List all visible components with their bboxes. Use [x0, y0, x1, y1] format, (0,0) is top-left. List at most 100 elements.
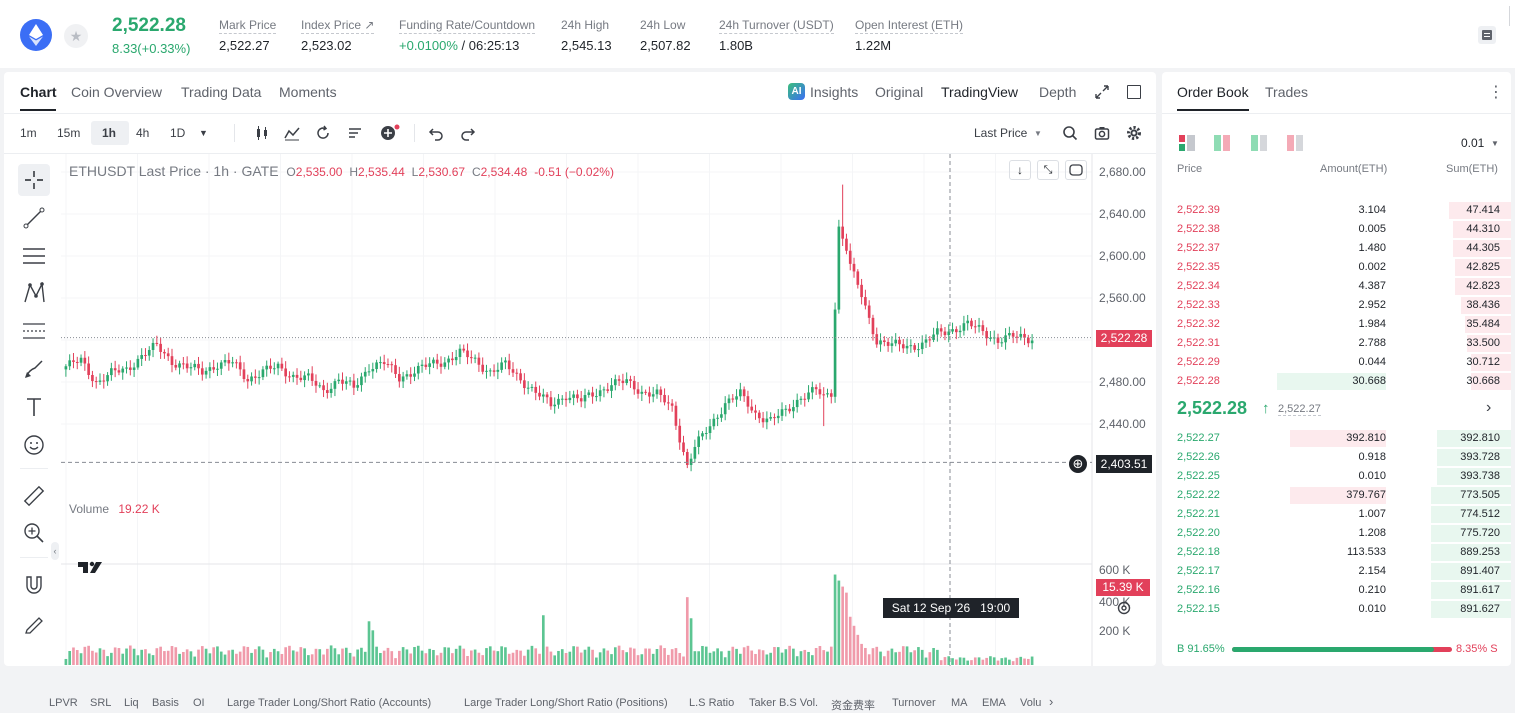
- indicator-funding-rate[interactable]: 资金费率: [831, 700, 875, 712]
- indicator-taker-vol[interactable]: Taker B.S Vol.: [749, 697, 819, 709]
- bid-row[interactable]: 2,522.20 1.208 775.720: [1162, 524, 1511, 543]
- bid-row[interactable]: 2,522.22 379.767 773.505: [1162, 486, 1511, 505]
- layout-icon[interactable]: [1127, 85, 1141, 99]
- precision-select[interactable]: 0.01: [1461, 136, 1485, 150]
- bid-row[interactable]: 2,522.26 0.918 393.728: [1162, 448, 1511, 467]
- pattern-tool-icon[interactable]: [18, 277, 50, 309]
- bid-row[interactable]: 2,522.25 0.010 393.738: [1162, 467, 1511, 486]
- zoom-in-tool-icon[interactable]: [18, 517, 50, 549]
- price-type-select[interactable]: Last Price: [974, 126, 1028, 140]
- indicator-lpvr[interactable]: LPVR: [49, 697, 78, 709]
- ruler-tool-icon[interactable]: [18, 480, 50, 512]
- edit-indicators-icon[interactable]: [22, 688, 36, 702]
- crosshair-add-icon[interactable]: ⊕: [1069, 455, 1087, 473]
- bid-row[interactable]: 2,522.18 113.533 889.253: [1162, 543, 1511, 562]
- collapse-toolbar-icon[interactable]: ‹: [51, 542, 59, 560]
- price-type-dropdown-icon[interactable]: ▼: [1034, 129, 1042, 138]
- ask-row[interactable]: 2,522.33 2.952 38.436: [1162, 296, 1511, 315]
- indicator-liq[interactable]: Liq: [124, 697, 139, 709]
- magnet-tool-icon[interactable]: [18, 569, 50, 601]
- view-original[interactable]: Original: [875, 84, 924, 100]
- view-insights[interactable]: Insights: [810, 84, 859, 100]
- ask-row[interactable]: 2,522.38 0.005 44.310: [1162, 220, 1511, 239]
- ask-row[interactable]: 2,522.28 30.668 30.668: [1162, 372, 1511, 391]
- emoji-tool-icon[interactable]: [18, 429, 50, 461]
- trend-line-tool-icon[interactable]: [18, 202, 50, 234]
- fib-tool-icon[interactable]: [18, 315, 50, 347]
- bid-row[interactable]: 2,522.27 392.810 392.810: [1162, 429, 1511, 448]
- mid-more-chevron-icon[interactable]: ›: [1486, 399, 1492, 416]
- text-tool-icon[interactable]: [18, 391, 50, 423]
- indicator-ma[interactable]: MA: [951, 697, 968, 709]
- mark-price-label[interactable]: Mark Price: [219, 18, 277, 34]
- candle-style-icon[interactable]: [254, 125, 270, 146]
- reset-icon[interactable]: [315, 125, 331, 146]
- refresh-icon[interactable]: [1065, 160, 1087, 180]
- bid-row[interactable]: 2,522.17 2.154 891.407: [1162, 562, 1511, 581]
- undo-icon[interactable]: [428, 125, 444, 146]
- interval-1d[interactable]: 1D: [170, 126, 186, 140]
- precision-dropdown-icon[interactable]: ▼: [1491, 139, 1499, 148]
- indicator-turnover[interactable]: Turnover: [892, 697, 936, 709]
- interval-15m[interactable]: 15m: [57, 126, 81, 140]
- turnover-label[interactable]: 24h Turnover (USDT): [719, 18, 834, 34]
- interval-dropdown-icon[interactable]: ▼: [199, 128, 208, 138]
- mid-mark-price[interactable]: 2,522.27: [1278, 403, 1321, 416]
- interval-1m[interactable]: 1m: [20, 126, 37, 140]
- indicator-basis[interactable]: Basis: [152, 697, 179, 709]
- expand-icon[interactable]: [1094, 84, 1110, 100]
- tab-chart[interactable]: Chart: [20, 84, 57, 100]
- indicators-next-icon[interactable]: ›: [1049, 694, 1054, 709]
- indicator-oi[interactable]: OI: [193, 697, 205, 709]
- ask-row[interactable]: 2,522.35 0.002 42.825: [1162, 258, 1511, 277]
- draw-lock-icon[interactable]: [18, 607, 50, 639]
- redo-icon[interactable]: [460, 125, 476, 146]
- brush-tool-icon[interactable]: [18, 353, 50, 385]
- ask-row[interactable]: 2,522.29 0.044 30.712: [1162, 353, 1511, 372]
- tab-coin-overview[interactable]: Coin Overview: [71, 84, 163, 100]
- crosshair-tool-icon[interactable]: [18, 164, 50, 196]
- ask-row[interactable]: 2,522.34 4.387 42.823: [1162, 277, 1511, 296]
- ask-row[interactable]: 2,522.32 1.984 35.484: [1162, 315, 1511, 334]
- ask-row[interactable]: 2,522.39 3.104 47.414: [1162, 201, 1511, 220]
- bid-row[interactable]: 2,522.15 0.010 891.627: [1162, 600, 1511, 619]
- camera-icon[interactable]: [1094, 125, 1110, 146]
- indicator-ls-positions[interactable]: Large Trader Long/Short Ratio (Positions…: [464, 697, 668, 709]
- horizontal-lines-tool-icon[interactable]: [18, 240, 50, 272]
- collapse-icon[interactable]: ⤡: [1037, 160, 1059, 180]
- templates-icon[interactable]: [347, 125, 363, 146]
- book-view-split-icon[interactable]: [1214, 135, 1230, 156]
- price-chart[interactable]: 2,680.002,640.002,600.002,560.002,520.00…: [4, 154, 1156, 666]
- interval-1h[interactable]: 1h: [102, 126, 117, 140]
- view-depth[interactable]: Depth: [1039, 84, 1077, 100]
- book-view-asks-icon[interactable]: [1287, 135, 1303, 156]
- view-tradingview[interactable]: TradingView: [941, 84, 1019, 100]
- scroll-down-icon[interactable]: ↓: [1009, 160, 1031, 180]
- indicator-srl[interactable]: SRL: [90, 697, 112, 709]
- tab-order-book[interactable]: Order Book: [1177, 84, 1249, 100]
- ask-row[interactable]: 2,522.37 1.480 44.305: [1162, 239, 1511, 258]
- open-interest-label[interactable]: Open Interest (ETH): [855, 18, 964, 34]
- book-view-both-icon[interactable]: [1179, 135, 1195, 156]
- axis-settings-icon[interactable]: [1116, 600, 1132, 621]
- search-icon[interactable]: [1062, 125, 1078, 146]
- settings-gear-icon[interactable]: [1126, 125, 1142, 146]
- interval-4h[interactable]: 4h: [136, 126, 150, 140]
- tab-trading-data[interactable]: Trading Data: [181, 84, 262, 100]
- indicator-ls-ratio[interactable]: L.S Ratio: [689, 697, 735, 709]
- index-price-label[interactable]: Index Price ↗: [301, 18, 375, 34]
- favorite-star-icon[interactable]: ★: [64, 24, 88, 48]
- funding-rate-label[interactable]: Funding Rate/Countdown: [399, 18, 536, 34]
- add-indicator-icon[interactable]: [379, 124, 401, 147]
- notes-icon[interactable]: [1478, 26, 1496, 44]
- book-view-bids-icon[interactable]: [1251, 135, 1267, 156]
- indicators-icon[interactable]: [284, 125, 300, 146]
- bid-row[interactable]: 2,522.21 1.007 774.512: [1162, 505, 1511, 524]
- indicator-ls-accounts[interactable]: Large Trader Long/Short Ratio (Accounts): [227, 697, 432, 709]
- bid-row[interactable]: 2,522.16 0.210 891.617: [1162, 581, 1511, 600]
- indicator-ema[interactable]: EMA: [982, 697, 1006, 709]
- more-options-icon[interactable]: ⋮: [1488, 84, 1504, 101]
- indicator-volume[interactable]: Volu: [1020, 697, 1042, 709]
- ask-row[interactable]: 2,522.31 2.788 33.500: [1162, 334, 1511, 353]
- tab-moments[interactable]: Moments: [279, 84, 337, 100]
